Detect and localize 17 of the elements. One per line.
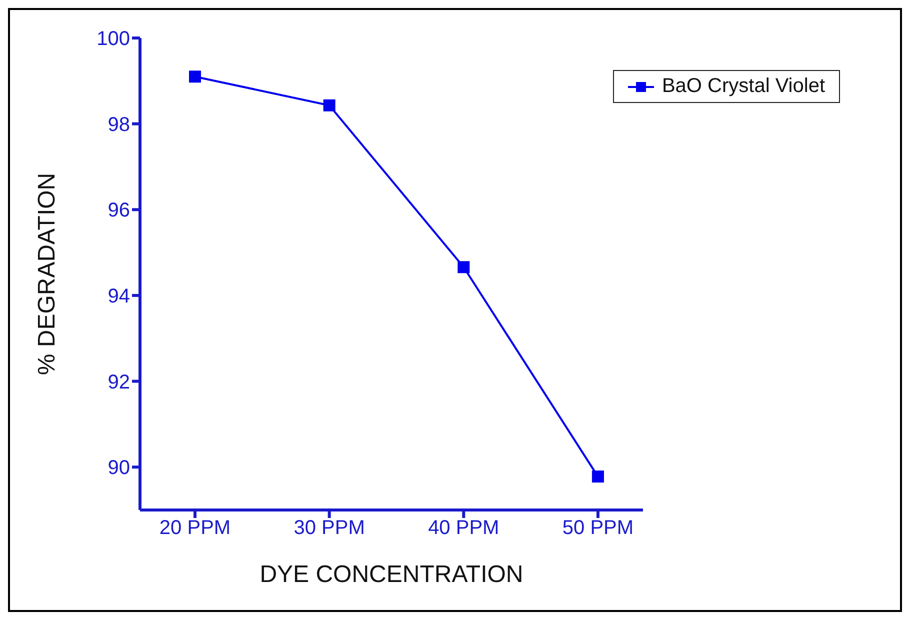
y-tick-label: 96 xyxy=(108,200,130,222)
y-axis-title: % DEGRADATION xyxy=(34,172,61,376)
y-tick-label: 92 xyxy=(108,371,130,394)
point xyxy=(323,99,336,112)
x-axis-title: DYE CONCENTRATION xyxy=(260,561,524,588)
y-tick-label: 98 xyxy=(108,114,130,136)
legend-label: BaO Crystal Violet xyxy=(660,75,825,98)
x-tick-label: 30 PPM xyxy=(294,517,365,540)
y-tick-label: 100 xyxy=(96,28,130,50)
y-tick-label: 90 xyxy=(108,457,130,480)
point xyxy=(189,70,201,83)
x-tick-label: 50 PPM xyxy=(562,517,634,540)
x-tick-label: 40 PPM xyxy=(428,517,500,540)
y-tick-label: 94 xyxy=(108,286,130,308)
point xyxy=(592,470,604,483)
point xyxy=(458,261,470,274)
x-tick-label: 20 PPM xyxy=(159,517,231,540)
